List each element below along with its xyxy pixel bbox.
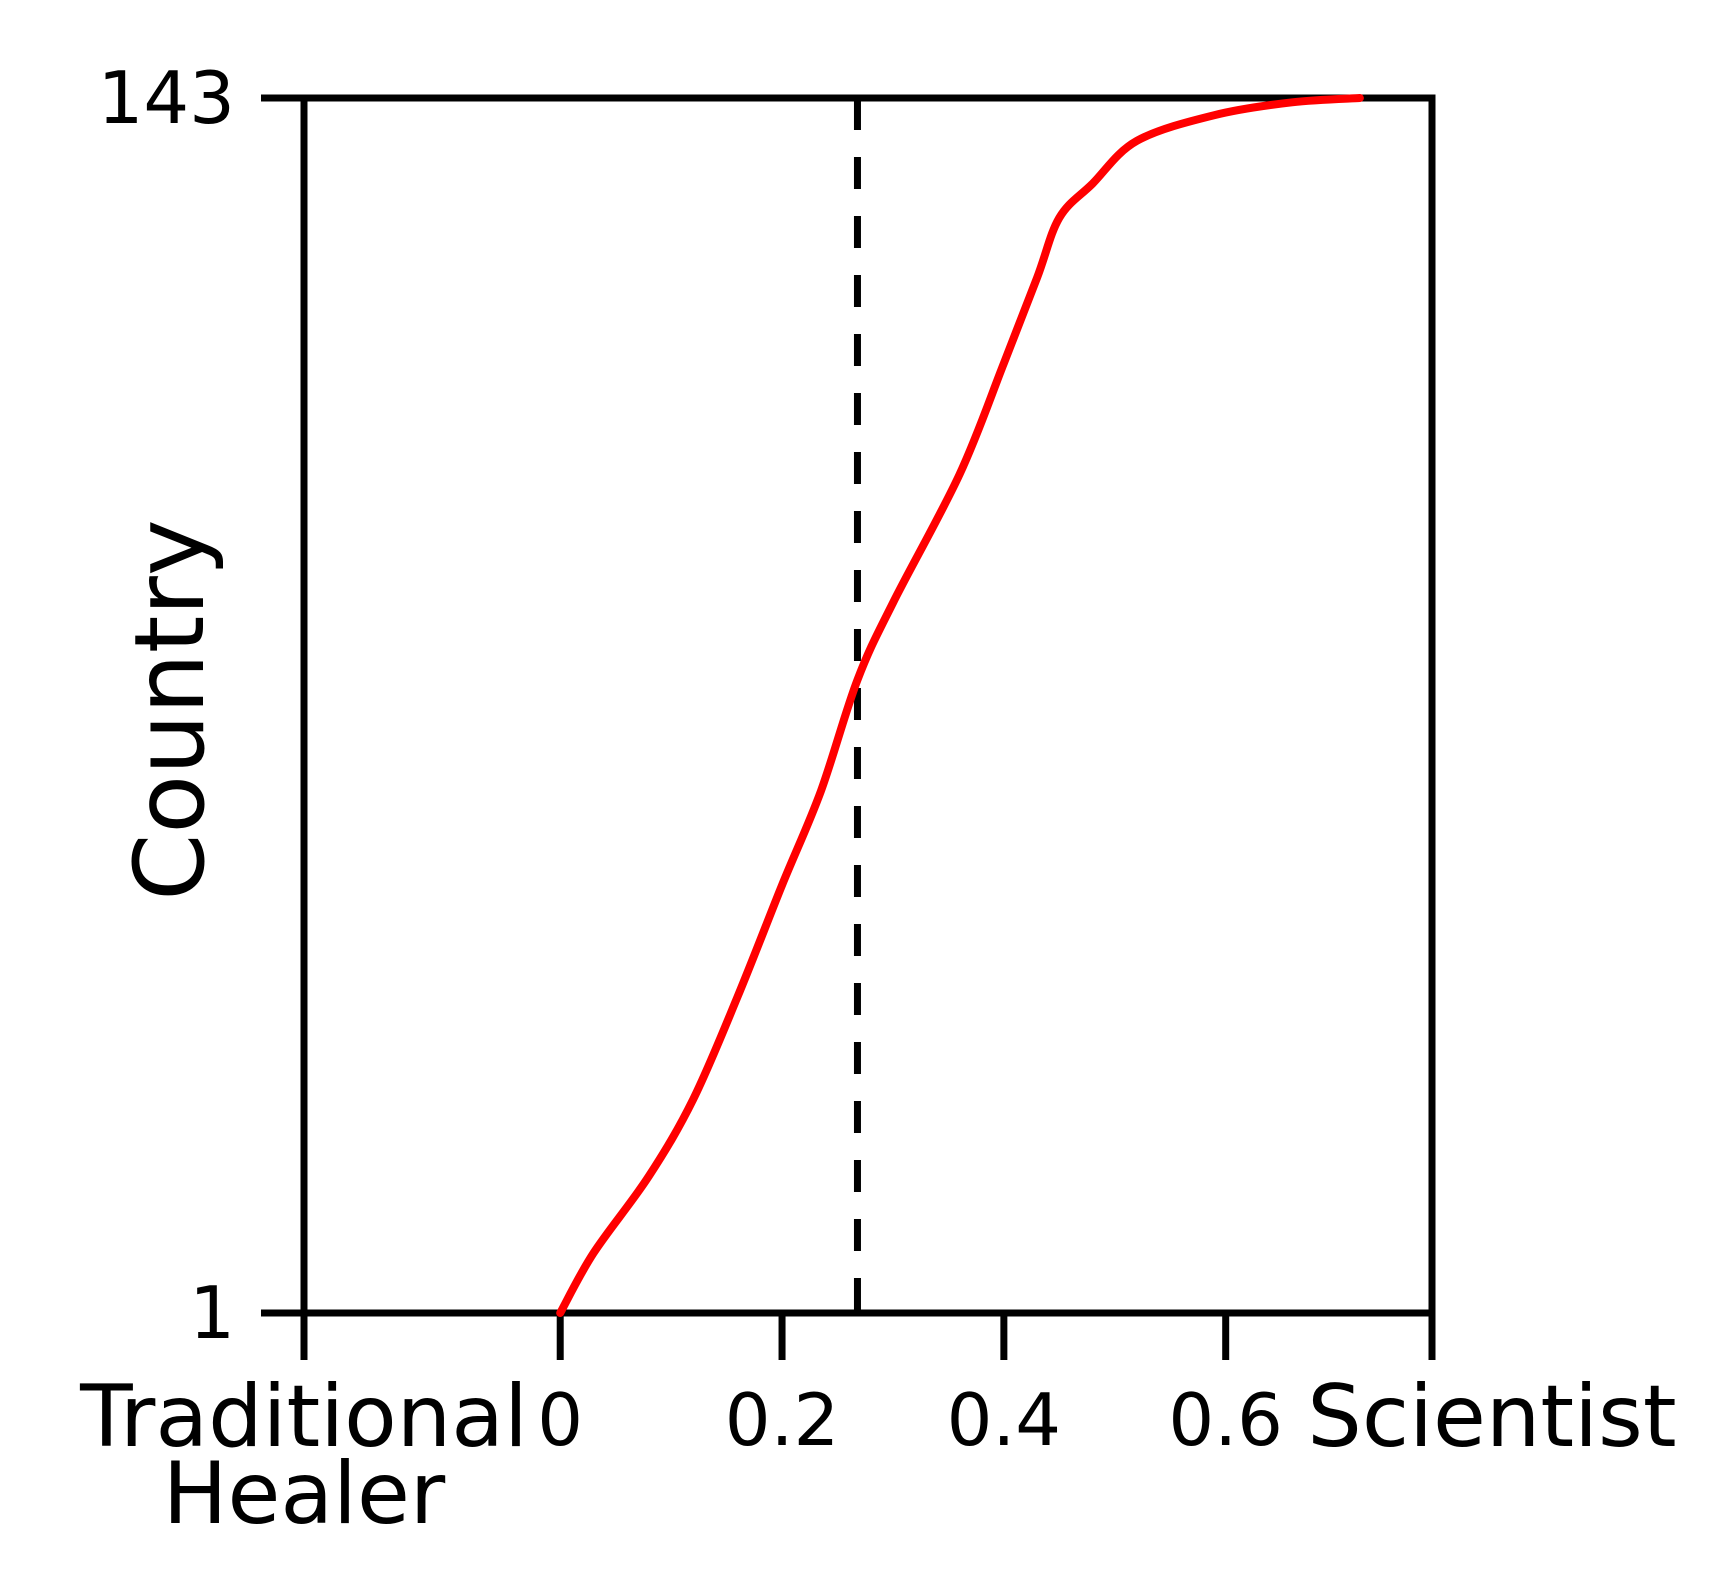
y-axis-ticks bbox=[261, 94, 304, 1317]
y-axis-label: Country bbox=[114, 519, 226, 901]
x-tick-label: 0.2 bbox=[724, 1378, 840, 1462]
y-tick-label: 143 bbox=[97, 56, 235, 140]
x-tick-label: 0.4 bbox=[946, 1378, 1062, 1462]
cdf-curve bbox=[556, 94, 1364, 1317]
x-tick-label: Scientist bbox=[1307, 1367, 1677, 1467]
plot-border bbox=[300, 94, 1436, 1317]
x-tick-label: 0.6 bbox=[1168, 1378, 1283, 1462]
x-axis-ticks bbox=[300, 1313, 1436, 1360]
x-tick-label: 0 bbox=[537, 1378, 584, 1462]
x-tick-label: Traditional Healer bbox=[80, 1367, 528, 1545]
y-tick-label: 1 bbox=[189, 1271, 235, 1355]
